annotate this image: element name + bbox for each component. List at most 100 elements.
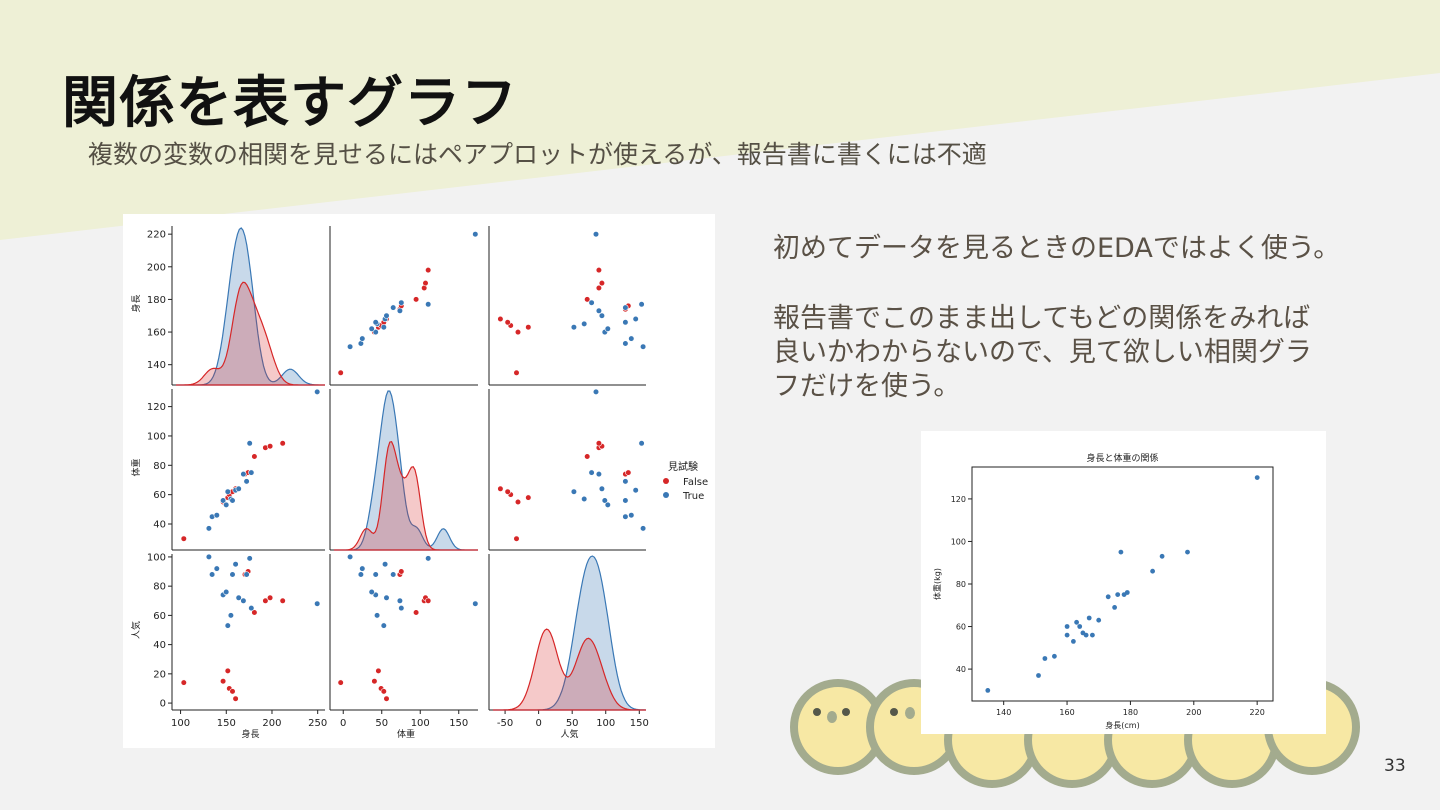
scatter-point <box>497 485 504 492</box>
y-tick-label: 100 <box>147 552 166 563</box>
scatter-point <box>314 600 321 607</box>
x-tick-label: 50 <box>375 718 388 729</box>
scatter-point <box>240 597 247 604</box>
legend-marker-true <box>663 492 669 498</box>
scatter-point <box>1077 624 1083 629</box>
scatter-point <box>1083 632 1089 638</box>
x-tick-label: -50 <box>497 718 513 729</box>
x-tick-label: 200 <box>262 718 281 729</box>
kde-curve-true <box>334 390 478 551</box>
scatter-point <box>598 279 606 287</box>
scatter-point <box>267 594 274 601</box>
scatter-point <box>227 612 234 619</box>
scatter-point <box>1118 549 1124 555</box>
scatter-point <box>1052 653 1057 659</box>
x-tick-label: 100 <box>171 718 190 729</box>
scatter-point <box>224 622 231 629</box>
kde-curve-false <box>176 281 325 386</box>
scatter-point <box>279 440 286 447</box>
x-axis-label: 体重 <box>397 728 415 740</box>
scatter-point <box>380 324 387 331</box>
scatter-point <box>372 319 379 326</box>
y-tick-label: 80 <box>153 582 166 593</box>
scatter-point <box>638 440 645 447</box>
scatter-point <box>224 667 231 675</box>
x-tick-label: 150 <box>449 718 468 729</box>
x-tick-label: 250 <box>308 718 327 729</box>
y-axis-label: 体重 <box>130 458 142 476</box>
scatter-point <box>513 369 520 376</box>
y-tick-label: 100 <box>951 537 966 546</box>
scatter-point <box>622 478 629 485</box>
scatter-point <box>372 328 379 336</box>
scatter-point <box>374 612 381 619</box>
scatter-point <box>1042 656 1048 661</box>
scatter-point <box>472 231 479 238</box>
scatter-point <box>243 571 250 578</box>
scatter-point <box>628 512 635 519</box>
scatter-point <box>398 299 405 306</box>
scatter-point <box>525 324 532 331</box>
scatter-point <box>1150 568 1155 574</box>
scatter-point <box>588 469 595 476</box>
scatter-point <box>598 485 606 492</box>
scatter-point <box>246 440 253 447</box>
scatter-point <box>337 679 344 686</box>
x-axis-label: 身長(cm) <box>1105 720 1139 730</box>
scatter-point <box>1112 605 1117 610</box>
kde-curve-false <box>493 628 646 711</box>
scatter-point <box>229 571 236 578</box>
scatter-point <box>180 535 187 542</box>
scatter-point <box>347 553 354 561</box>
scatter-point <box>368 325 375 332</box>
scatter-point <box>413 296 420 303</box>
scatter-point <box>383 695 390 702</box>
scatter-point <box>639 525 647 532</box>
scatter-point <box>1086 615 1092 621</box>
scatter-point <box>371 678 378 685</box>
y-tick-label: 160 <box>147 328 166 339</box>
scatter-point <box>368 588 375 596</box>
scatter-point <box>628 335 635 342</box>
y-tick-label: 60 <box>956 623 966 632</box>
scatter-point <box>223 501 230 509</box>
scatter-point <box>240 471 247 478</box>
scatter-point <box>425 266 432 274</box>
scatter-point <box>251 453 258 460</box>
y-tick-label: 60 <box>153 490 166 501</box>
y-tick-label: 20 <box>153 669 166 680</box>
scatter-point <box>359 565 366 572</box>
scatter-point <box>398 605 405 612</box>
x-tick-label: 180 <box>1123 708 1138 717</box>
scatter-point <box>413 609 420 616</box>
scatter-point <box>514 328 522 336</box>
scatter-point <box>584 453 591 460</box>
caterpillar-mouth <box>827 711 837 723</box>
scatter-point <box>208 571 216 578</box>
plot-frame <box>971 466 1274 702</box>
x-tick-label: 100 <box>596 718 615 729</box>
scatter-point <box>232 695 239 702</box>
scatter-point <box>213 512 220 519</box>
scatter-point <box>213 565 220 572</box>
legend-title: 見試験 <box>668 460 698 473</box>
scatter-point <box>601 497 608 504</box>
scatter-point <box>1036 673 1041 678</box>
slide-title: 関係を表すグラフ <box>62 71 518 136</box>
y-tick-label: 80 <box>956 580 966 589</box>
scatter-point <box>425 597 432 604</box>
scatter-point <box>604 325 611 332</box>
scatter-point <box>497 315 504 323</box>
scatter-point <box>383 594 390 601</box>
scatter-point <box>622 497 629 504</box>
scatter-point <box>205 553 212 561</box>
y-tick-label: 120 <box>951 495 966 504</box>
scatter-point <box>639 343 647 350</box>
scatter-point <box>398 568 405 575</box>
scatter-point <box>1071 639 1076 644</box>
scatter-point <box>622 340 629 347</box>
pairplot-svg: 140 160 180 200 220 身長 40 60 80 100 120 体重 0 20 40 60 80… <box>130 226 708 740</box>
y-tick-label: 180 <box>147 295 166 306</box>
pairplot-figure: 140 160 180 200 220 身長 40 60 80 100 120 体重 0 20 40 60 80… <box>123 214 715 748</box>
scatter-point <box>1115 592 1121 597</box>
